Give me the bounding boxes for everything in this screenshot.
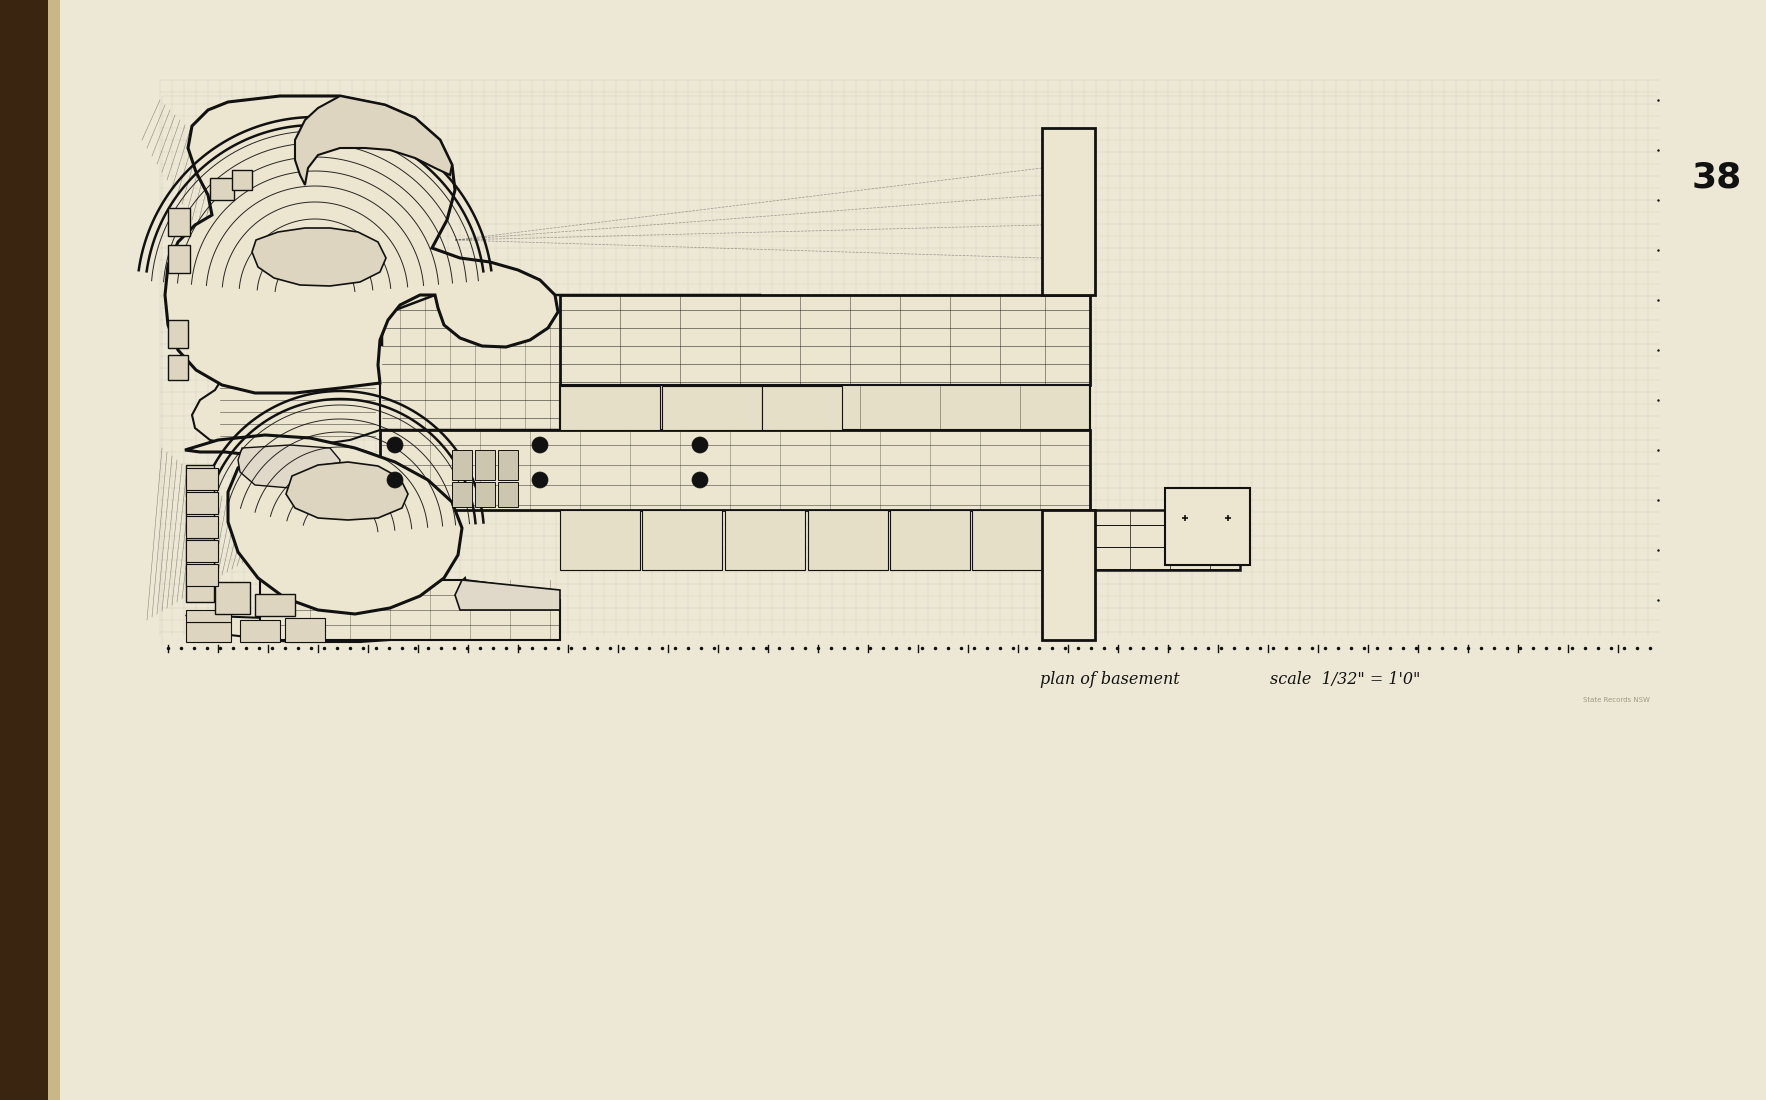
Polygon shape	[295, 96, 452, 185]
Bar	[168, 355, 187, 380]
Polygon shape	[366, 295, 759, 430]
Bar	[284, 618, 325, 642]
Polygon shape	[253, 228, 387, 286]
Polygon shape	[560, 385, 1090, 430]
Bar	[643, 510, 722, 570]
Bar	[560, 510, 639, 570]
Text: State Records NSW: State Records NSW	[1582, 697, 1649, 703]
Bar	[210, 178, 235, 200]
Polygon shape	[238, 446, 341, 488]
Text: plan of basement: plan of basement	[1040, 671, 1180, 689]
Bar	[185, 621, 231, 642]
Bar	[185, 572, 214, 602]
Bar	[452, 482, 472, 507]
Bar	[475, 450, 494, 480]
Bar	[185, 500, 214, 535]
Bar	[0, 0, 48, 1100]
Circle shape	[692, 472, 708, 488]
Bar	[809, 510, 888, 570]
Bar	[726, 510, 805, 570]
Polygon shape	[164, 96, 558, 393]
Bar	[185, 492, 217, 514]
Circle shape	[692, 437, 708, 453]
Bar	[761, 386, 842, 430]
Polygon shape	[380, 430, 1090, 510]
Bar	[185, 610, 231, 621]
Text: scale  1/32" = 1'0": scale 1/32" = 1'0"	[1270, 671, 1420, 689]
Polygon shape	[1090, 510, 1240, 570]
Polygon shape	[560, 295, 1090, 385]
Bar	[254, 594, 295, 616]
Bar	[185, 538, 214, 570]
Polygon shape	[1042, 128, 1095, 295]
Text: 38: 38	[1692, 161, 1743, 195]
Polygon shape	[185, 578, 470, 642]
Bar	[185, 564, 217, 586]
Polygon shape	[456, 580, 560, 611]
Circle shape	[387, 437, 403, 453]
Bar	[168, 320, 187, 348]
Polygon shape	[1166, 488, 1250, 565]
Polygon shape	[185, 434, 463, 614]
Polygon shape	[260, 580, 560, 640]
Circle shape	[387, 472, 403, 488]
Circle shape	[532, 472, 547, 488]
Bar	[498, 482, 517, 507]
Bar	[662, 386, 761, 430]
Bar	[452, 450, 472, 480]
Bar	[475, 482, 494, 507]
Bar	[185, 540, 217, 562]
Polygon shape	[286, 462, 408, 520]
Bar	[971, 510, 1053, 570]
Bar	[185, 468, 217, 490]
Bar	[231, 170, 253, 190]
Circle shape	[532, 437, 547, 453]
Bar	[185, 465, 214, 497]
Bar	[560, 386, 660, 430]
Bar	[498, 450, 517, 480]
Polygon shape	[1042, 510, 1095, 640]
Bar	[185, 516, 217, 538]
Bar	[215, 582, 251, 614]
Bar	[168, 245, 191, 273]
Bar	[240, 620, 281, 642]
Bar	[890, 510, 970, 570]
Bar	[48, 0, 60, 1100]
Bar	[168, 208, 191, 236]
Polygon shape	[192, 375, 380, 448]
